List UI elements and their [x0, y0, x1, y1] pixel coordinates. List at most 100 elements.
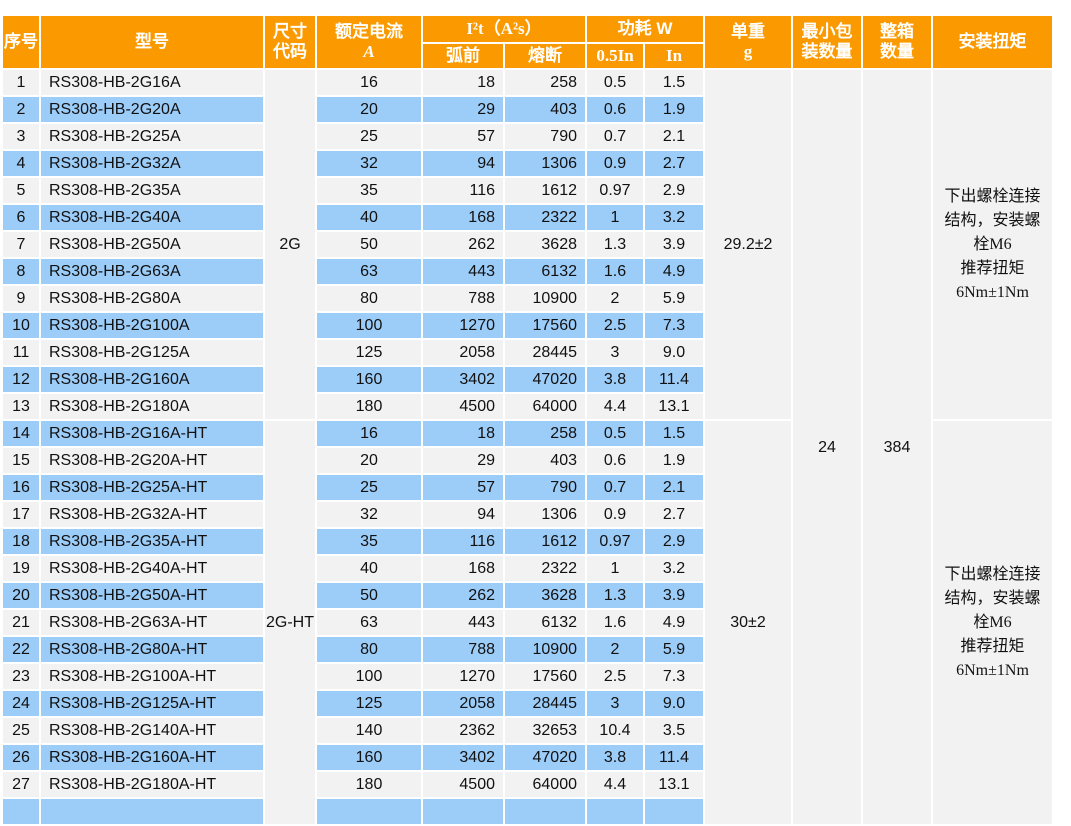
cell-index: 3 — [3, 124, 39, 149]
cell-power-05in: 1 — [587, 205, 643, 230]
col-header-power: 功耗 W — [587, 16, 703, 42]
cell-index: 14 — [3, 421, 39, 446]
cell-model: RS308-HB-2G100A — [41, 313, 263, 338]
table-row: 27 RS308-HB-2G180A-HT 180 4500 64000 4.4 13.1 — [3, 772, 1052, 797]
cell-index: 10 — [3, 313, 39, 338]
cell-i2t-melt: 10900 — [505, 637, 585, 662]
cell-power-in: 1.9 — [645, 448, 703, 473]
cell-model: RS308-HB-2G180A — [41, 394, 263, 419]
cell-i2t-prearc: 4500 — [423, 772, 503, 797]
cell-power-in: 5.9 — [645, 637, 703, 662]
cell-model: RS308-HB-2G16A-HT — [41, 421, 263, 446]
cell-power-05in: 10.4 — [587, 718, 643, 743]
col-header-model: 型号 — [41, 16, 263, 68]
cell-model: RS308-HB-2G180A-HT — [41, 772, 263, 797]
cell-i2t-melt: 258 — [505, 421, 585, 446]
cell-i2t-melt: 17560 — [505, 313, 585, 338]
cell-power-05in: 0.9 — [587, 502, 643, 527]
col-header-p1: In — [645, 44, 703, 68]
cell-power-05in: 1.3 — [587, 583, 643, 608]
cell-power-in: 3.5 — [645, 718, 703, 743]
cell-i2t-prearc: 262 — [423, 583, 503, 608]
cell-model: RS308-HB-2G160A-HT — [41, 745, 263, 770]
cell-i2t-prearc — [423, 799, 503, 824]
cell-i2t-melt: 258 — [505, 70, 585, 95]
weight-label: 单重 — [731, 22, 765, 41]
table-row: 20 RS308-HB-2G50A-HT 50 262 3628 1.3 3.9 — [3, 583, 1052, 608]
cell-power-in: 2.7 — [645, 151, 703, 176]
cell-power-in: 3.2 — [645, 556, 703, 581]
table-row: 17 RS308-HB-2G32A-HT 32 94 1306 0.9 2.7 — [3, 502, 1052, 527]
cell-unit-weight: 30±2 — [705, 421, 791, 824]
table-row: 5 RS308-HB-2G35A 35 116 1612 0.97 2.9 — [3, 178, 1052, 203]
cell-rated-current: 32 — [317, 151, 421, 176]
cell-rated-current: 25 — [317, 475, 421, 500]
cell-rated-current: 32 — [317, 502, 421, 527]
cell-power-05in: 3 — [587, 691, 643, 716]
cell-power-in: 11.4 — [645, 367, 703, 392]
cell-model: RS308-HB-2G35A — [41, 178, 263, 203]
cell-i2t-melt: 10900 — [505, 286, 585, 311]
table-row: 14 RS308-HB-2G16A-HT 2G-HT 16 18 258 0.5 1.5 30±… — [3, 421, 1052, 824]
cell-power-05in: 2 — [587, 286, 643, 311]
cell-power-05in: 3.8 — [587, 745, 643, 770]
cell-model: RS308-HB-2G40A — [41, 205, 263, 230]
table-row: 18 RS308-HB-2G35A-HT 35 116 1612 0.97 2.9 — [3, 529, 1052, 554]
cell-index: 27 — [3, 772, 39, 797]
table-row: 23 RS308-HB-2G100A-HT 100 1270 17560 2.5 7.3 — [3, 664, 1052, 689]
col-header-box-qty: 整箱 数量 — [863, 16, 931, 68]
cell-i2t-melt: 32653 — [505, 718, 585, 743]
cell-model: RS308-HB-2G80A-HT — [41, 637, 263, 662]
cell-rated-current: 140 — [317, 718, 421, 743]
cell-i2t-melt: 3628 — [505, 232, 585, 257]
cell-rated-current: 100 — [317, 664, 421, 689]
table-row: 26 RS308-HB-2G160A-HT 160 3402 47020 3.8 11.4 — [3, 745, 1052, 770]
col-header-weight: 单重 g — [705, 16, 791, 68]
cell-power-05in: 0.6 — [587, 97, 643, 122]
cell-i2t-prearc: 3402 — [423, 367, 503, 392]
cell-power-in: 9.0 — [645, 340, 703, 365]
col-header-prearc: 弧前 — [423, 44, 503, 68]
cell-power-in: 2.1 — [645, 475, 703, 500]
cell-index: 25 — [3, 718, 39, 743]
cell-min-pack-qty: 24 — [793, 70, 861, 824]
cell-rated-current: 160 — [317, 367, 421, 392]
cell-rated-current: 180 — [317, 772, 421, 797]
cell-i2t-melt: 64000 — [505, 772, 585, 797]
cell-model: RS308-HB-2G125A-HT — [41, 691, 263, 716]
cell-i2t-prearc: 94 — [423, 502, 503, 527]
cell-i2t-prearc: 2362 — [423, 718, 503, 743]
cell-i2t-prearc: 443 — [423, 610, 503, 635]
cell-rated-current: 180 — [317, 394, 421, 419]
cell-i2t-melt: 403 — [505, 97, 585, 122]
cell-power-in: 4.9 — [645, 259, 703, 284]
cell-i2t-melt: 1306 — [505, 502, 585, 527]
cell-i2t-melt: 1306 — [505, 151, 585, 176]
cell-power-in: 13.1 — [645, 772, 703, 797]
cell-rated-current: 20 — [317, 97, 421, 122]
cell-index: 20 — [3, 583, 39, 608]
cell-power-05in: 4.4 — [587, 772, 643, 797]
cell-i2t-melt: 3628 — [505, 583, 585, 608]
cell-i2t-prearc: 18 — [423, 421, 503, 446]
cell-power-05in: 2.5 — [587, 664, 643, 689]
cell-model: RS308-HB-2G80A — [41, 286, 263, 311]
col-header-size-code: 尺寸 代码 — [265, 16, 315, 68]
cell-power-in: 7.3 — [645, 313, 703, 338]
table-row: 19 RS308-HB-2G40A-HT 40 168 2322 1 3.2 — [3, 556, 1052, 581]
cell-rated-current: 80 — [317, 637, 421, 662]
table-row: 21 RS308-HB-2G63A-HT 63 443 6132 1.6 4.9 — [3, 610, 1052, 635]
cell-power-in: 7.3 — [645, 664, 703, 689]
cell-size-code: 2G-HT — [265, 421, 315, 824]
table-row: 24 RS308-HB-2G125A-HT 125 2058 28445 3 9.0 — [3, 691, 1052, 716]
header-row-main: 序号 型号 尺寸 代码 额定电流 A I²t（A²s） 功耗 W 单重 g 最小… — [3, 16, 1052, 68]
cell-i2t-melt: 6132 — [505, 610, 585, 635]
cell-rated-current: 50 — [317, 583, 421, 608]
table-row: 12 RS308-HB-2G160A 160 3402 47020 3.8 11.4 — [3, 367, 1052, 392]
cell-size-code: 2G — [265, 70, 315, 419]
rated-current-unit: A — [363, 42, 375, 61]
cell-i2t-prearc: 168 — [423, 205, 503, 230]
cell-power-05in: 1.3 — [587, 232, 643, 257]
cell-i2t-prearc: 168 — [423, 556, 503, 581]
cell-rated-current: 20 — [317, 448, 421, 473]
